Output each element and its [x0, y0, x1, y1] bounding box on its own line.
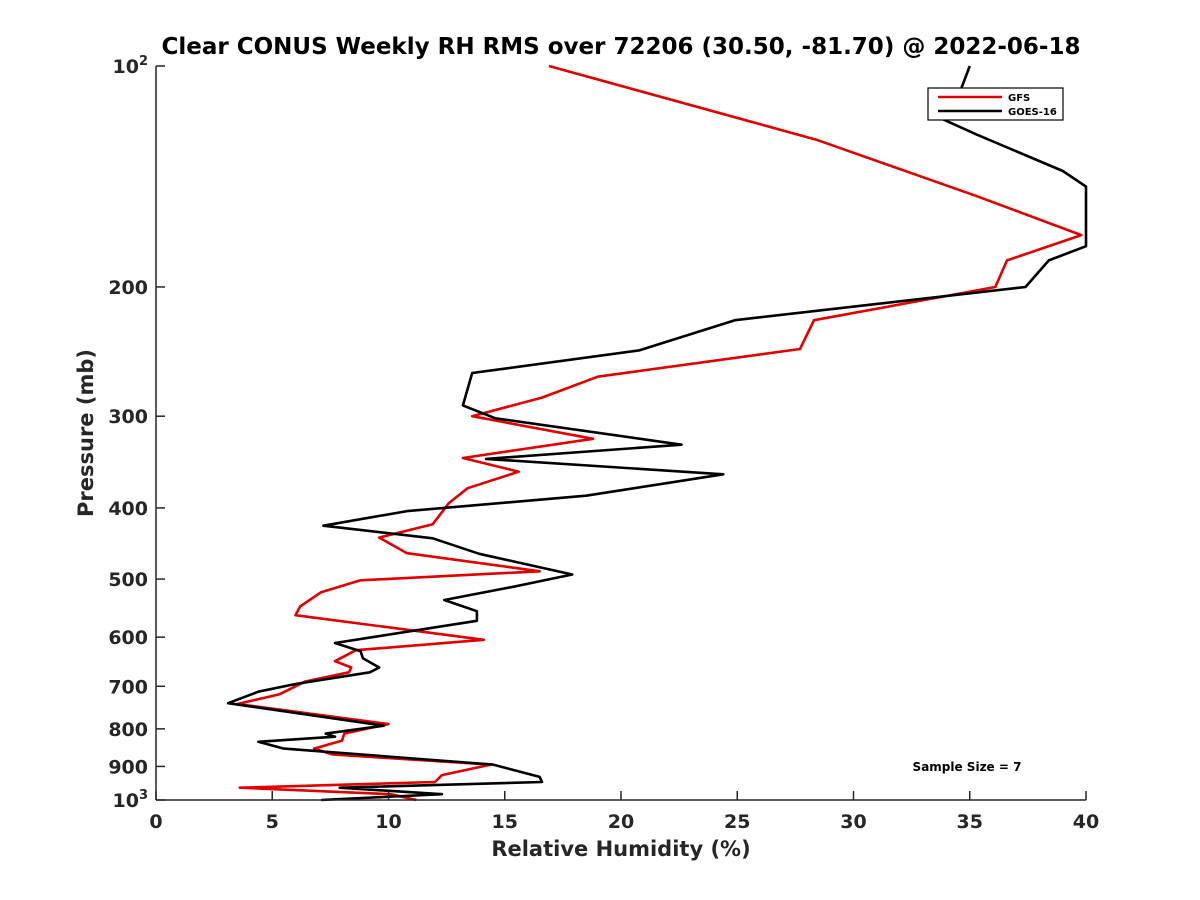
y-tick-label: 103	[113, 788, 149, 812]
y-tick-label: 600	[108, 627, 148, 649]
y-tick-label: 102	[113, 54, 149, 78]
x-tick-label: 5	[266, 811, 279, 833]
series-line-gfs	[236, 64, 1083, 802]
sample-size-annotation: Sample Size = 7	[913, 760, 1022, 774]
y-tick-label: 400	[108, 498, 148, 520]
legend: GFS GOES-16	[927, 87, 1064, 121]
series-layer	[226, 64, 1088, 802]
x-tick-label: 25	[724, 811, 750, 833]
x-tick-label: 35	[957, 811, 983, 833]
y-tick-label: 700	[108, 676, 148, 698]
x-axis-ticks: 0 5 10 15 20 25 30 35 40	[149, 791, 1099, 833]
legend-label-gfs: GFS	[1008, 93, 1030, 104]
plot-area	[156, 66, 1086, 800]
y-axis-ticks: 102 200 300 400 500 600 700 800 900 103	[108, 54, 165, 812]
y-tick-label: 500	[108, 569, 148, 591]
y-tick-label: 200	[108, 277, 148, 299]
y-axis-label: Pressure (mb)	[74, 349, 98, 517]
y-tick-label: 300	[108, 406, 148, 428]
x-axis-label: Relative Humidity (%)	[491, 837, 750, 861]
x-tick-label: 0	[149, 811, 162, 833]
x-tick-label: 30	[840, 811, 866, 833]
y-tick-label: 800	[108, 719, 148, 741]
x-tick-label: 40	[1073, 811, 1099, 833]
series-line-goes-16	[226, 65, 1088, 802]
x-tick-label: 15	[492, 811, 518, 833]
x-tick-label: 20	[608, 811, 634, 833]
legend-label-goes-16: GOES-16	[1008, 107, 1057, 118]
y-tick-label: 900	[108, 756, 148, 778]
x-tick-label: 10	[375, 811, 401, 833]
chart-title: Clear CONUS Weekly RH RMS over 72206 (30…	[162, 34, 1081, 60]
legend-box	[927, 87, 1064, 121]
